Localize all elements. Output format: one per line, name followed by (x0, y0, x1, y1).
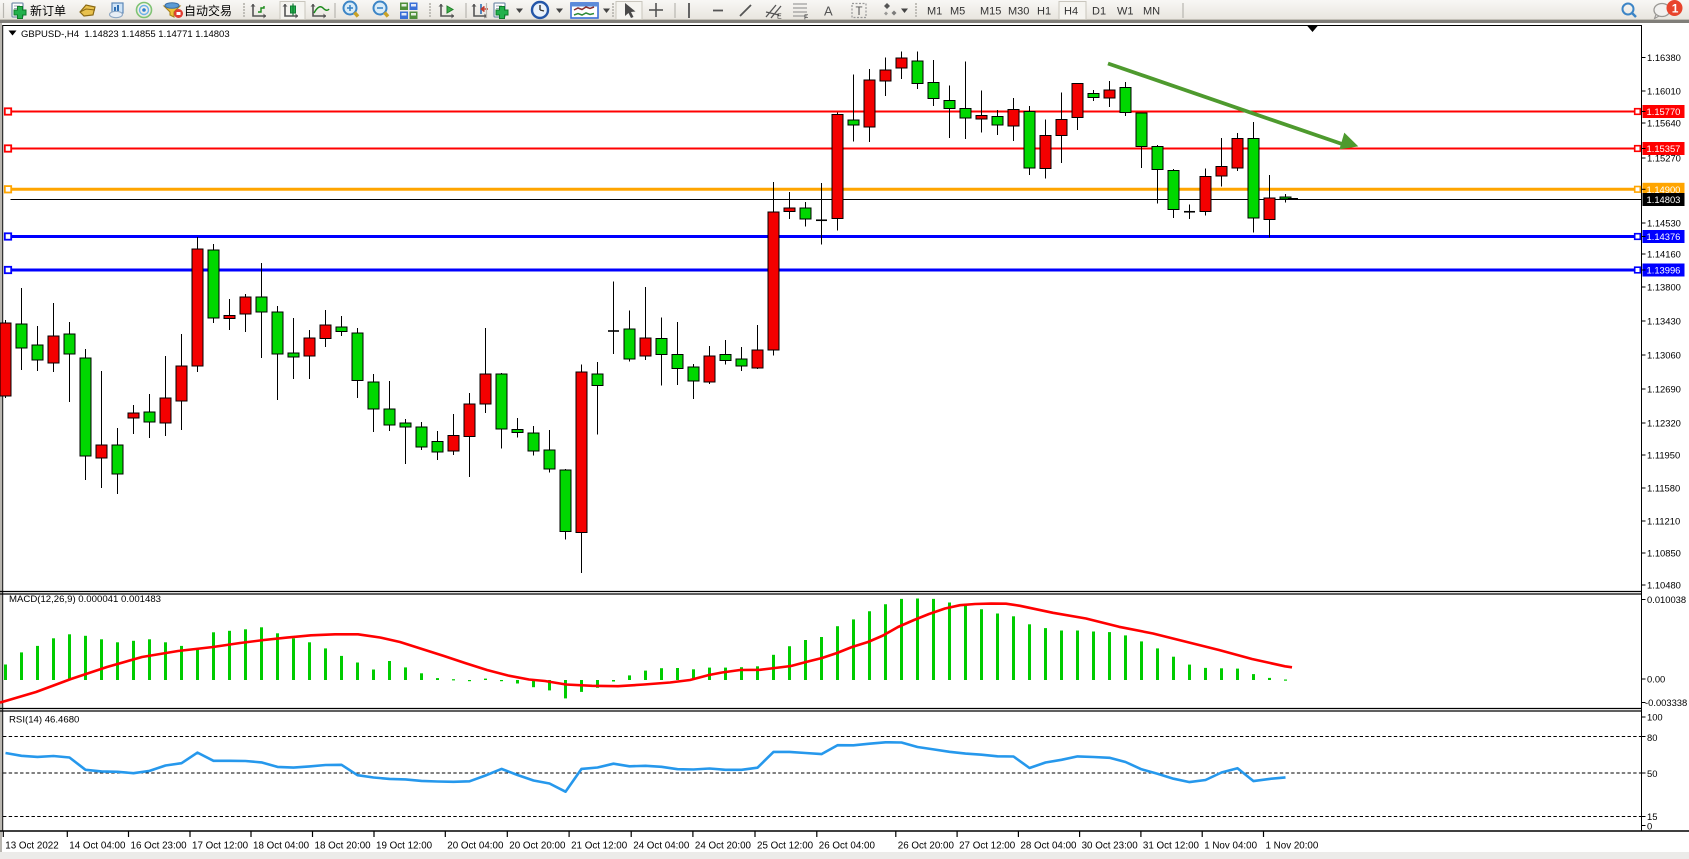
svg-text:1.11580: 1.11580 (1647, 483, 1680, 494)
svg-text:80: 80 (1647, 732, 1657, 743)
svg-text:19 Oct 12:00: 19 Oct 12:00 (376, 841, 433, 852)
svg-text:新订单: 新订单 (30, 3, 66, 18)
svg-text:18 Oct 20:00: 18 Oct 20:00 (315, 841, 372, 852)
svg-text:18 Oct 04:00: 18 Oct 04:00 (253, 841, 310, 852)
svg-text:1.14900: 1.14900 (1647, 184, 1681, 195)
svg-text:1.16380: 1.16380 (1647, 52, 1681, 63)
svg-text:17 Oct 12:00: 17 Oct 12:00 (192, 841, 249, 852)
svg-text:15: 15 (1647, 811, 1657, 822)
svg-text:0: 0 (1647, 821, 1652, 832)
svg-text:14 Oct 04:00: 14 Oct 04:00 (69, 841, 126, 852)
svg-text:1.13430: 1.13430 (1647, 316, 1681, 327)
svg-text:1 Nov 20:00: 1 Nov 20:00 (1266, 841, 1319, 852)
svg-text:M30: M30 (1008, 6, 1029, 18)
svg-text:27 Oct 12:00: 27 Oct 12:00 (959, 841, 1016, 852)
svg-text:E: E (777, 14, 782, 21)
svg-text:1 Nov 04:00: 1 Nov 04:00 (1204, 841, 1257, 852)
svg-text:1.16010: 1.16010 (1647, 86, 1681, 97)
svg-text:H4: H4 (1064, 6, 1078, 18)
svg-text:16 Oct 23:00: 16 Oct 23:00 (131, 841, 188, 852)
svg-text:MACD(12,26,9) 0.000041 0.00148: MACD(12,26,9) 0.000041 0.001483 (9, 594, 161, 605)
svg-text:1.14160: 1.14160 (1647, 249, 1681, 260)
svg-text:1.14376: 1.14376 (1647, 231, 1681, 242)
svg-text:100: 100 (1647, 712, 1663, 723)
svg-text:M1: M1 (927, 6, 942, 18)
svg-text:1.14530: 1.14530 (1647, 218, 1681, 229)
svg-text:M5: M5 (950, 6, 965, 18)
svg-text:1.15270: 1.15270 (1647, 153, 1681, 164)
svg-text:26 Oct 20:00: 26 Oct 20:00 (898, 841, 955, 852)
svg-text:A: A (824, 4, 833, 19)
svg-text:1.11210: 1.11210 (1647, 516, 1680, 527)
svg-text:24 Oct 04:00: 24 Oct 04:00 (633, 841, 690, 852)
svg-text:25 Oct 12:00: 25 Oct 12:00 (757, 841, 814, 852)
svg-text:MN: MN (1143, 6, 1160, 18)
svg-text:H1: H1 (1037, 6, 1051, 18)
svg-text:1.14803: 1.14803 (1647, 194, 1681, 205)
svg-text:21 Oct 12:00: 21 Oct 12:00 (571, 841, 628, 852)
svg-text:1.10480: 1.10480 (1647, 580, 1681, 591)
svg-text:1.11950: 1.11950 (1647, 450, 1680, 461)
svg-text:20 Oct 04:00: 20 Oct 04:00 (447, 841, 504, 852)
svg-text:31 Oct 12:00: 31 Oct 12:00 (1143, 841, 1200, 852)
svg-text:1.15357: 1.15357 (1647, 143, 1681, 154)
svg-text:D1: D1 (1092, 6, 1106, 18)
svg-text:自动交易: 自动交易 (184, 3, 232, 18)
svg-text:1.12690: 1.12690 (1647, 384, 1681, 395)
svg-text:T: T (856, 6, 863, 18)
svg-text:M15: M15 (980, 6, 1001, 18)
svg-text:50: 50 (1647, 768, 1657, 779)
svg-text:RSI(14) 46.4680: RSI(14) 46.4680 (9, 715, 79, 726)
svg-text:1.15770: 1.15770 (1647, 106, 1681, 117)
svg-text:1.13060: 1.13060 (1647, 350, 1681, 361)
svg-text:13 Oct 2022: 13 Oct 2022 (5, 841, 58, 852)
svg-text:30 Oct 23:00: 30 Oct 23:00 (1082, 841, 1139, 852)
svg-text:0.00: 0.00 (1647, 674, 1665, 685)
svg-text:26 Oct 04:00: 26 Oct 04:00 (819, 841, 876, 852)
svg-text:20 Oct 20:00: 20 Oct 20:00 (509, 841, 566, 852)
svg-text:0.010038: 0.010038 (1647, 594, 1686, 605)
svg-text:1.13996: 1.13996 (1647, 265, 1681, 276)
svg-text:W1: W1 (1117, 6, 1134, 18)
svg-text:28 Oct 04:00: 28 Oct 04:00 (1020, 841, 1077, 852)
svg-text:F: F (804, 15, 808, 22)
svg-text:1.13800: 1.13800 (1647, 282, 1681, 293)
svg-text:24 Oct 20:00: 24 Oct 20:00 (695, 841, 752, 852)
svg-text:1.10850: 1.10850 (1647, 548, 1681, 559)
svg-text:1: 1 (1672, 2, 1679, 16)
svg-text:1.12320: 1.12320 (1647, 418, 1681, 429)
svg-text:-0.003338: -0.003338 (1645, 697, 1687, 708)
svg-text:1.15640: 1.15640 (1647, 118, 1681, 129)
svg-text:GBPUSD-,H4 1.14823 1.14855 1.: GBPUSD-,H4 1.14823 1.14855 1.14771 1.148… (21, 29, 230, 40)
